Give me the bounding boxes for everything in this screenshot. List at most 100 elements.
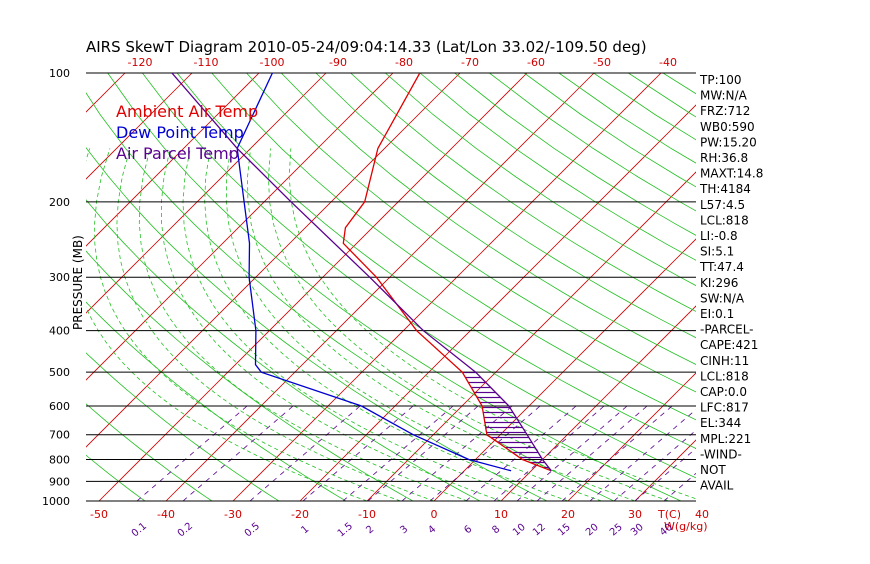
- moist-adiabat-line: [248, 148, 636, 501]
- dry-adiabat-line: [247, 73, 870, 501]
- index-item: MAXT:14.8: [700, 167, 763, 181]
- mixing-ratio-tick: 1.5: [336, 521, 355, 540]
- moist-adiabat-line: [289, 148, 702, 501]
- mixing-ratio-tick: 0.2: [176, 521, 195, 540]
- bottom-temp-tick: 20: [561, 508, 575, 521]
- top-temp-tick: -90: [329, 56, 347, 69]
- ambient-air-temp-line: [343, 73, 551, 471]
- chart-title: AIRS SkewT Diagram 2010-05-24/09:04:14.3…: [86, 38, 647, 56]
- mixing-ratio-tick: 12: [531, 522, 548, 539]
- dry-adiabat-line: [420, 73, 870, 501]
- index-item: CAPE:421: [700, 338, 758, 352]
- pressure-tick-label: 600: [49, 400, 70, 413]
- mixing-ratio-tick: 20: [584, 522, 601, 539]
- legend-entry: Dew Point Temp: [116, 123, 244, 142]
- top-temp-tick: -80: [395, 56, 413, 69]
- index-item: WB0:590: [700, 120, 755, 134]
- index-item: KI:296: [700, 276, 738, 290]
- index-item: FRZ:712: [700, 104, 750, 118]
- mixing-ratio-line: [343, 406, 453, 501]
- mixing-ratio-tick: 8: [490, 524, 502, 537]
- moist-adiabat-line: [226, 148, 601, 501]
- isotherm-line: [836, 73, 870, 501]
- pressure-tick-label: 500: [49, 366, 70, 379]
- index-item: PW:15.20: [700, 135, 757, 149]
- mixing-ratio-line: [590, 406, 700, 501]
- pressure-tick-label: 300: [49, 271, 70, 284]
- pressure-ticks: 100 200 300 400 500 600 700 800 900 1000: [42, 67, 70, 508]
- index-item: MPL:221: [700, 432, 751, 446]
- dry-adiabat-line: [316, 73, 870, 501]
- pressure-tick-label: 1000: [42, 495, 70, 508]
- index-item: TP:100: [699, 73, 742, 87]
- isotherm-line: [501, 73, 870, 501]
- index-item: NOT: [700, 463, 726, 477]
- index-item: LCL:818: [700, 213, 749, 227]
- bottom-temp-tick: 10: [494, 508, 508, 521]
- dry-adiabat-line: [489, 73, 870, 501]
- pressure-tick-label: 700: [49, 429, 70, 442]
- bottom-temp-tick: -30: [224, 508, 242, 521]
- mixing-ratio-line: [183, 406, 293, 501]
- mixing-ratio-tick: 0.1: [130, 521, 149, 540]
- index-item: CINH:11: [700, 354, 749, 368]
- dry-adiabat-line: [212, 73, 870, 501]
- pressure-tick-label: 200: [49, 196, 70, 209]
- index-item: LFC:817: [700, 401, 749, 415]
- index-item: AVAIL: [700, 479, 734, 493]
- bottom-temp-tick: -40: [157, 508, 175, 521]
- mixing-ratio-tick: 2: [364, 524, 376, 537]
- top-temp-ticks: -120-110-100-90-80-70-60-50-40: [128, 56, 677, 69]
- moist-adiabat-line: [183, 148, 535, 501]
- legend: Ambient Air Temp Dew Point Temp Air Parcel…: [116, 102, 258, 163]
- index-item: TT:47.4: [699, 260, 744, 274]
- dry-adiabat-line: [281, 73, 870, 501]
- legend-entry: Air Parcel Temp: [116, 144, 239, 163]
- bottom-temp-tick: -50: [90, 508, 108, 521]
- top-temp-tick: -120: [128, 56, 153, 69]
- bottom-temp-tick: 0: [431, 508, 438, 521]
- mixing-ratio-tick: 15: [556, 522, 573, 539]
- mixing-ratio-tick: 0.5: [243, 521, 262, 540]
- index-item: RH:36.8: [700, 151, 748, 165]
- mixing-ratio-line: [250, 406, 360, 501]
- top-temp-tick: -40: [659, 56, 677, 69]
- mixing-ratio-tick: 4: [426, 524, 438, 537]
- dry-adiabat-line: [663, 73, 870, 501]
- index-item: L57:4.5: [700, 198, 745, 212]
- mixing-ratio-line: [303, 406, 413, 501]
- pressure-tick-label: 400: [49, 325, 70, 338]
- cape-shading: [462, 372, 551, 471]
- pressure-tick-label: 100: [49, 67, 70, 80]
- legend-entry: Ambient Air Temp: [116, 102, 258, 121]
- index-item: -WIND-: [700, 447, 742, 461]
- dew-point-temp-line: [237, 73, 511, 471]
- index-item: LCL:818: [700, 369, 749, 383]
- bottom-temp-tick: 30: [628, 508, 642, 521]
- top-temp-tick: -70: [461, 56, 479, 69]
- isotherm-line: [233, 73, 661, 501]
- bottom-temp-tick: -10: [358, 508, 376, 521]
- index-item: -PARCEL-: [700, 323, 754, 337]
- index-item: SI:5.1: [700, 245, 734, 259]
- mixing-ratio-tick: 10: [511, 522, 528, 539]
- index-item: MW:N/A: [700, 89, 748, 103]
- index-item: EI:0.1: [700, 307, 734, 321]
- top-temp-tick: -60: [527, 56, 545, 69]
- dry-adiabat-line: [38, 73, 547, 501]
- pressure-tick-label: 800: [49, 454, 70, 467]
- top-temp-tick: -100: [260, 56, 285, 69]
- index-item: LI:-0.8: [700, 229, 738, 243]
- mixing-ratio-tick: 25: [608, 522, 625, 539]
- index-item: TH:4184: [699, 182, 751, 196]
- index-item: SW:N/A: [700, 291, 745, 305]
- mixing-ratio-tick: 1: [299, 524, 311, 537]
- index-item: CAP:0.0: [700, 385, 747, 399]
- isotherm-line: [769, 73, 870, 501]
- pressure-tick-label: 900: [49, 475, 70, 488]
